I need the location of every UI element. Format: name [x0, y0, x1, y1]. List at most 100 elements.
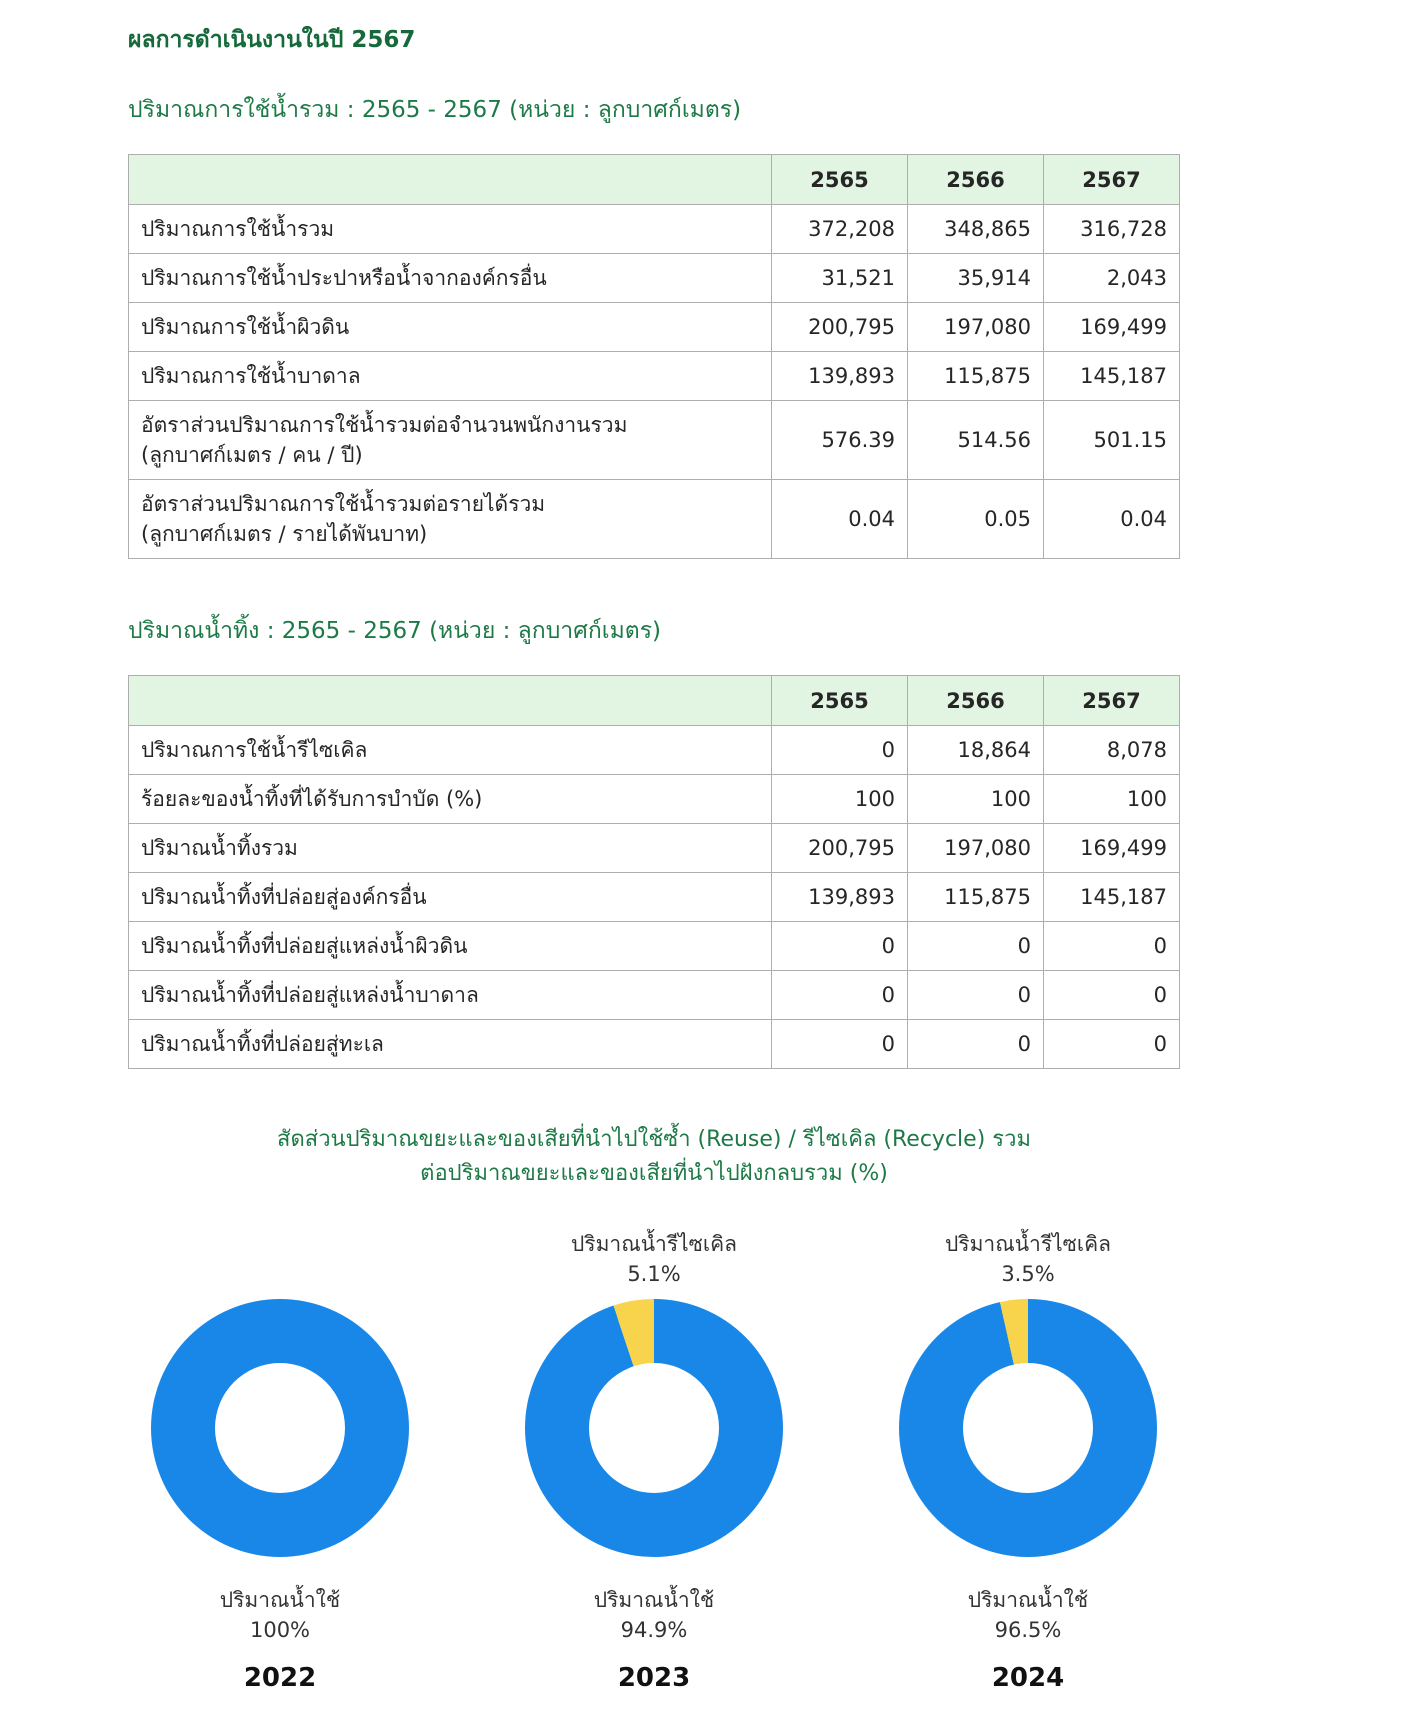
row-label: ปริมาณการใช้น้ำรวม: [128, 204, 772, 254]
water-usage-header-row: 2565 2566 2567: [128, 154, 1180, 205]
water-use-label: ปริมาณน้ำใช้: [967, 1588, 1089, 1612]
chart-title-line1: สัดส่วนปริมาณขยะและของเสียที่นำไปใช้ซ้ำ …: [277, 1127, 1031, 1152]
row-value: 115,875: [907, 351, 1044, 401]
row-value: 145,187: [1043, 351, 1180, 401]
row-value: 35,914: [907, 253, 1044, 303]
page-title: ผลการดำเนินงานในปี 2567: [128, 27, 416, 53]
row-label: ปริมาณน้ำทิ้งที่ปล่อยสู่แหล่งน้ำผิวดิน: [128, 921, 772, 971]
row-label: ปริมาณการใช้น้ำประปาหรือน้ำจากองค์กรอื่น: [128, 253, 772, 303]
row-value: 0.04: [1043, 479, 1180, 559]
row-value: 18,864: [907, 725, 1044, 775]
header-year-2567: 2567: [1043, 675, 1180, 726]
header-year-2566: 2566: [907, 154, 1044, 205]
year-label-2024: 2024: [991, 1663, 1065, 1693]
row-value: 197,080: [907, 302, 1044, 352]
row-value: 139,893: [771, 872, 908, 922]
water-use-callout-2022: ปริมาณน้ำใช้ 100%: [220, 1585, 340, 1645]
row-label: ปริมาณน้ำทิ้งรวม: [128, 823, 772, 873]
row-value: 100: [771, 774, 908, 824]
table-row: ปริมาณการใช้น้ำผิวดิน 200,795 197,080 169,4…: [128, 302, 1180, 352]
row-value: 576.39: [771, 400, 908, 480]
row-value: 372,208: [771, 204, 908, 254]
table-row: อัตราส่วนปริมาณการใช้น้ำรวมต่อจำนวนพนักง…: [128, 400, 1180, 480]
row-value: 0: [907, 921, 1044, 971]
water-use-label: ปริมาณน้ำใช้: [593, 1588, 715, 1612]
row-value: 0: [771, 1019, 908, 1069]
row-label: ปริมาณการใช้น้ำบาดาล: [128, 351, 772, 401]
header-empty-cell: [128, 675, 772, 726]
report-content: ผลการดำเนินงานในปี 2567 ปริมาณการใช้น้ำร…: [128, 22, 1180, 1693]
row-value: 169,499: [1043, 823, 1180, 873]
donut-ring-2022: [151, 1299, 409, 1557]
recycle-label: ปริมาณน้ำรีไซเคิล: [944, 1232, 1112, 1256]
table-row: ปริมาณการใช้น้ำรวม 372,208 348,865 316,728: [128, 204, 1180, 254]
table-row: ร้อยละของน้ำทิ้งที่ได้รับการบำบัด (%) 100…: [128, 774, 1180, 824]
table-row: ปริมาณน้ำทิ้งรวม 200,795 197,080 169,499: [128, 823, 1180, 873]
row-value: 200,795: [771, 302, 908, 352]
recycle-callout-2024: ปริมาณน้ำรีไซเคิล 3.5%: [945, 1229, 1111, 1295]
row-value: 145,187: [1043, 872, 1180, 922]
table-row: ปริมาณการใช้น้ำประปาหรือน้ำจากองค์กรอื่น…: [128, 253, 1180, 303]
table-row: ปริมาณน้ำทิ้งที่ปล่อยสู่แหล่งน้ำผิวดิน 0 0…: [128, 921, 1180, 971]
row-value: 348,865: [907, 204, 1044, 254]
donut-charts-row: ปริมาณน้ำใช้ 100% 2022 ปริมาณน้ำรีไซเคิล…: [104, 1229, 1204, 1693]
row-value: 0: [771, 921, 908, 971]
recycle-percent: 5.1%: [627, 1262, 681, 1286]
row-value: 0: [771, 725, 908, 775]
wastewater-table-body: ปริมาณการใช้น้ำรีไซเคิล 0 18,864 8,078 ร้อยล…: [128, 725, 1180, 1069]
row-value: 139,893: [771, 351, 908, 401]
row-value: 0: [907, 970, 1044, 1020]
row-value: 0.04: [771, 479, 908, 559]
year-label-2023: 2023: [617, 1663, 691, 1693]
recycle-label: ปริมาณน้ำรีไซเคิล: [570, 1232, 738, 1256]
header-year-2567: 2567: [1043, 154, 1180, 205]
water-use-percent: 100%: [249, 1618, 311, 1642]
water-usage-section-title: ปริมาณการใช้น้ำรวม : 2565 - 2567 (หน่วย …: [128, 97, 742, 123]
row-value: 501.15: [1043, 400, 1180, 480]
row-value: 115,875: [907, 872, 1044, 922]
wastewater-section-title: ปริมาณน้ำทิ้ง : 2565 - 2567 (หน่วย : ลูก…: [128, 618, 662, 644]
row-value: 0: [1043, 1019, 1180, 1069]
row-label: ปริมาณน้ำทิ้งที่ปล่อยสู่แหล่งน้ำบาดาล: [128, 970, 772, 1020]
row-label: ปริมาณน้ำทิ้งที่ปล่อยสู่องค์กรอื่น: [128, 872, 772, 922]
wastewater-table: 2565 2566 2567 ปริมาณการใช้น้ำรีไซเคิล 0 1…: [128, 675, 1180, 1069]
recycle-callout-2023: ปริมาณน้ำรีไซเคิล 5.1%: [571, 1229, 737, 1295]
recycle-percent: 3.5%: [1001, 1262, 1055, 1286]
table-row: อัตราส่วนปริมาณการใช้น้ำรวมต่อรายได้รวม(…: [128, 479, 1180, 559]
chart-title-line2: ต่อปริมาณขยะและของเสียที่นำไปฝังกลบรวม (…: [420, 1161, 888, 1186]
row-value: 0.05: [907, 479, 1044, 559]
year-label-2022: 2022: [243, 1663, 317, 1693]
row-label: อัตราส่วนปริมาณการใช้น้ำรวมต่อรายได้รวม(…: [128, 479, 772, 559]
header-empty-cell: [128, 154, 772, 205]
water-use-percent: 94.9%: [620, 1618, 688, 1642]
donut-chart-2022: ปริมาณน้ำใช้ 100% 2022: [104, 1229, 456, 1693]
wastewater-header-row: 2565 2566 2567: [128, 675, 1180, 726]
water-use-callout-2024: ปริมาณน้ำใช้ 96.5%: [968, 1585, 1088, 1645]
row-value: 31,521: [771, 253, 908, 303]
row-label: อัตราส่วนปริมาณการใช้น้ำรวมต่อจำนวนพนักง…: [128, 400, 772, 480]
table-row: ปริมาณน้ำทิ้งที่ปล่อยสู่แหล่งน้ำบาดาล 0 0 0: [128, 970, 1180, 1020]
table-row: ปริมาณน้ำทิ้งที่ปล่อยสู่องค์กรอื่น 139,89…: [128, 872, 1180, 922]
row-value: 316,728: [1043, 204, 1180, 254]
donut-chart-2023: ปริมาณน้ำรีไซเคิล 5.1% ปริมาณน้ำใช้ 94.9…: [478, 1229, 830, 1693]
donut-ring-2023: [525, 1299, 783, 1557]
row-value: 8,078: [1043, 725, 1180, 775]
water-use-callout-2023: ปริมาณน้ำใช้ 94.9%: [594, 1585, 714, 1645]
header-year-2565: 2565: [771, 675, 908, 726]
row-label: ร้อยละของน้ำทิ้งที่ได้รับการบำบัด (%): [128, 774, 772, 824]
row-value: 514.56: [907, 400, 1044, 480]
water-use-percent: 96.5%: [994, 1618, 1062, 1642]
row-value: 0: [907, 1019, 1044, 1069]
row-value: 100: [907, 774, 1044, 824]
donut-ring-2024: [899, 1299, 1157, 1557]
donut-chart-2024: ปริมาณน้ำรีไซเคิล 3.5% ปริมาณน้ำใช้ 96.5…: [852, 1229, 1204, 1693]
header-year-2565: 2565: [771, 154, 908, 205]
row-value: 169,499: [1043, 302, 1180, 352]
row-label: ปริมาณน้ำทิ้งที่ปล่อยสู่ทะเล: [128, 1019, 772, 1069]
header-year-2566: 2566: [907, 675, 1044, 726]
table-row: ปริมาณการใช้น้ำบาดาล 139,893 115,875 145,18…: [128, 351, 1180, 401]
row-value: 0: [1043, 921, 1180, 971]
row-value: 0: [1043, 970, 1180, 1020]
row-value: 2,043: [1043, 253, 1180, 303]
